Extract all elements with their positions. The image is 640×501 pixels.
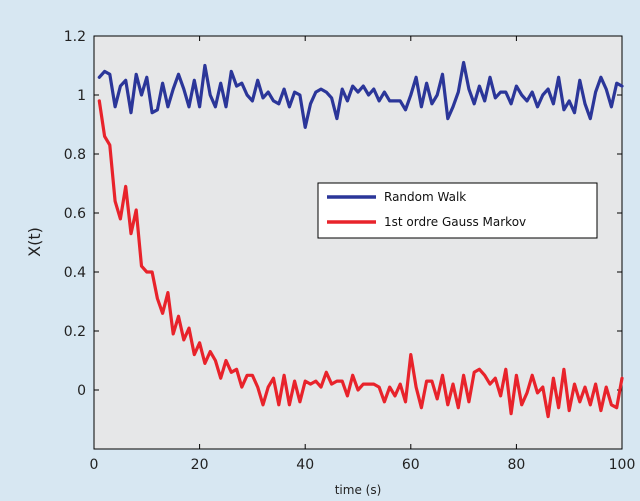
legend-box — [317, 182, 598, 239]
series-line-random-walk — [97, 60, 624, 130]
series-line-gauss-markov — [97, 99, 624, 419]
legend-label-gauss-markov: 1st ordre Gauss Markov — [384, 215, 526, 229]
y-tick-label: 0 — [77, 383, 86, 399]
y-tick-label: 1 — [77, 88, 86, 104]
x-tick-label: 60 — [402, 457, 420, 473]
legend-label-random-walk: Random Walk — [384, 190, 466, 204]
y-tick-label: 0.8 — [64, 147, 86, 163]
x-axis-label: time (s) — [335, 483, 382, 497]
x-tick-label: 0 — [90, 457, 99, 473]
x-tick-label: 20 — [191, 457, 209, 473]
y-tick-label: 0.4 — [64, 265, 86, 281]
y-tick-label: 0.2 — [64, 324, 86, 340]
axis-ticks: 0 20 40 60 80 100 0 0.2 0.4 0.6 0.8 1 1.2 — [64, 29, 636, 473]
y-axis-label: X(t) — [25, 227, 44, 257]
x-tick-label: 80 — [507, 457, 525, 473]
legend: Random Walk 1st ordre Gauss Markov — [317, 182, 598, 239]
y-tick-label: 1.2 — [64, 29, 86, 45]
x-tick-label: 100 — [609, 457, 636, 473]
series-lines — [97, 60, 624, 419]
y-tick-label: 0.6 — [64, 206, 86, 222]
x-tick-label: 40 — [296, 457, 314, 473]
